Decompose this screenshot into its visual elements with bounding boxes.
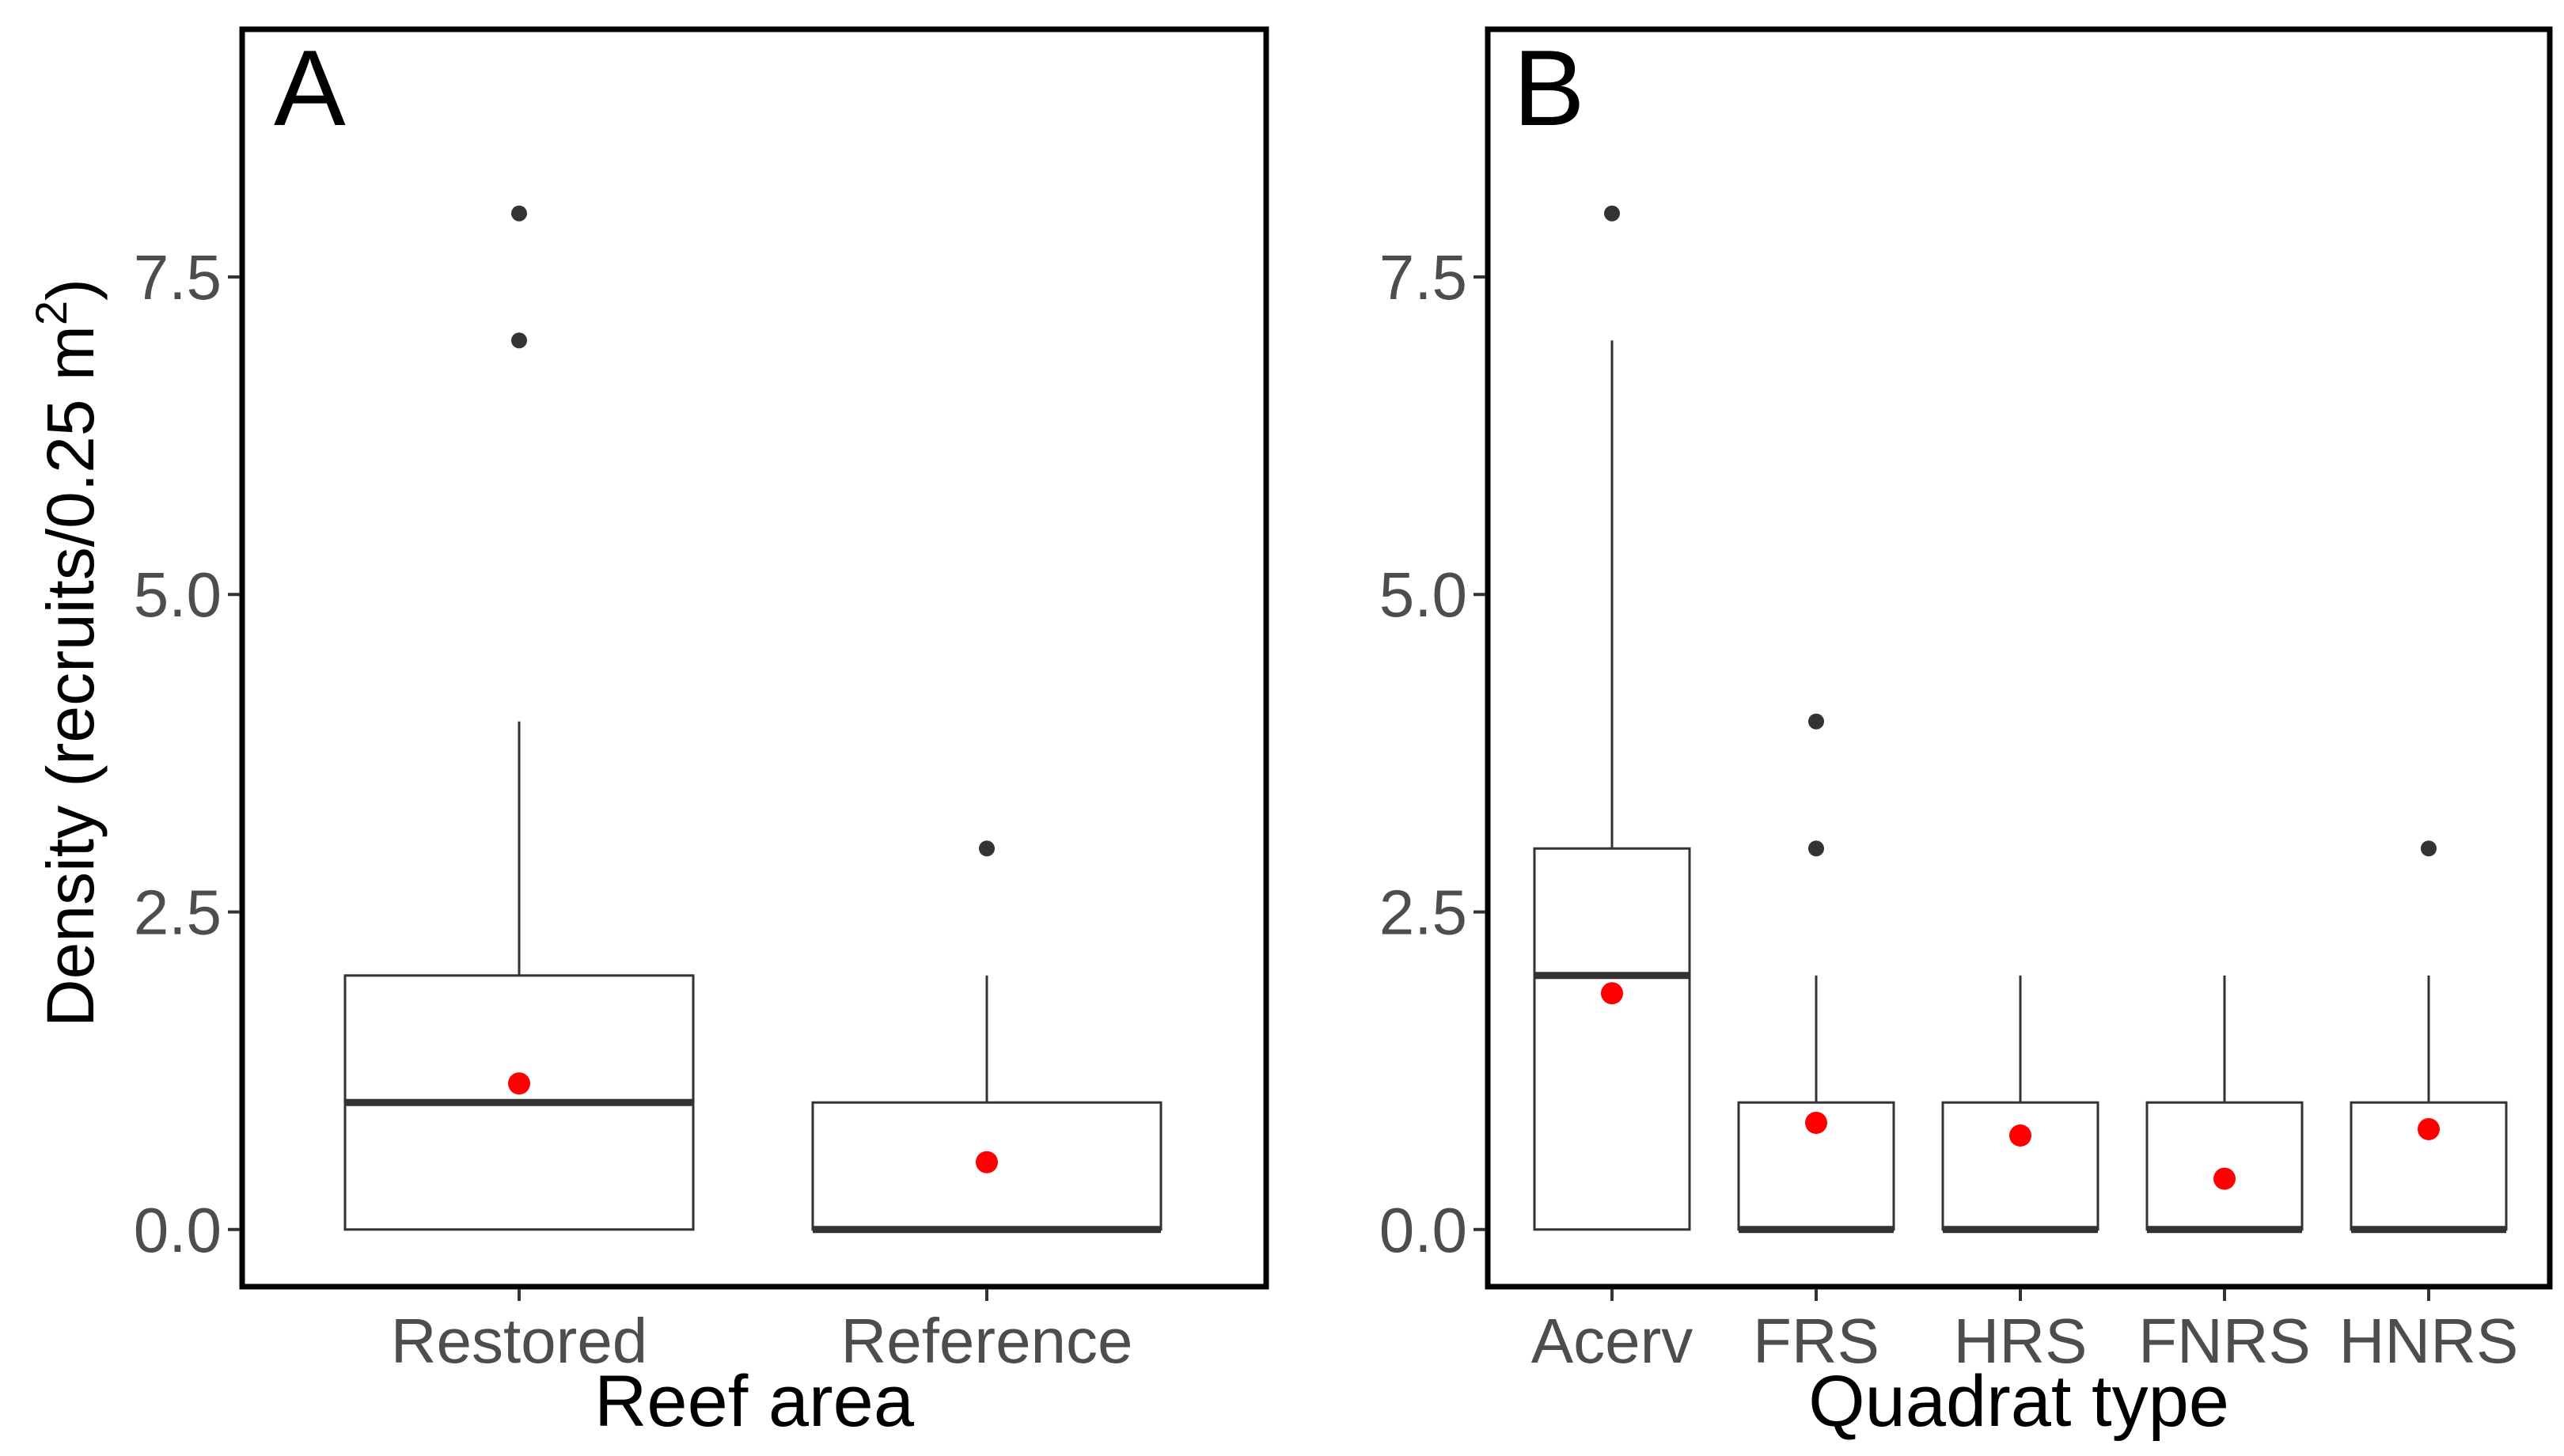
mean-point xyxy=(508,1072,530,1095)
y-tick-label: 7.5 xyxy=(1379,242,1467,313)
box-body xyxy=(1533,847,1691,1231)
box-reference xyxy=(811,840,1163,1234)
panel-a-label: A xyxy=(274,28,346,148)
panel-b-x-ticks: Acerv FRS HRS FNRS HNRS xyxy=(1531,1289,2519,1376)
y-tick-label: 0.0 xyxy=(1379,1195,1467,1265)
panel-a-x-axis-title: Reef area xyxy=(594,1361,915,1442)
panel-b-x-axis-title: Quadrat type xyxy=(1808,1361,2229,1442)
mean-point xyxy=(2418,1117,2440,1140)
y-axis-title-close: ) xyxy=(33,279,108,301)
outlier-point xyxy=(1604,205,1620,222)
mean-point xyxy=(1601,982,1623,1005)
panel-b-marks xyxy=(1533,205,2508,1234)
x-tick-label: HRS xyxy=(1954,1306,2088,1376)
box-acerv xyxy=(1533,205,1691,1231)
x-tick-label: Restored xyxy=(391,1306,648,1376)
panel-a-marks xyxy=(343,205,1163,1234)
panel-b-frame xyxy=(1485,26,2553,1290)
panel-a-x-ticks: Restored Reference xyxy=(391,1289,1133,1376)
outlier-point xyxy=(1808,840,1824,857)
outlier-point xyxy=(979,840,995,857)
box-fnrs xyxy=(2145,975,2304,1234)
box-body xyxy=(1941,1101,2099,1231)
y-tick-label: 2.5 xyxy=(1379,878,1467,948)
panel-b-y-ticks: 0.0 2.5 5.0 7.5 xyxy=(1379,242,1485,1265)
x-tick-label: FRS xyxy=(1753,1306,1879,1376)
mean-point xyxy=(2213,1167,2236,1190)
box-hrs xyxy=(1941,975,2099,1234)
y-tick-label: 5.0 xyxy=(1379,559,1467,630)
y-tick-label: 7.5 xyxy=(134,242,222,313)
y-tick-label: 0.0 xyxy=(134,1195,222,1265)
y-tick-label: 5.0 xyxy=(134,559,222,630)
box-frs xyxy=(1737,713,1895,1234)
box-body xyxy=(2145,1101,2304,1231)
x-tick-label: FNRS xyxy=(2138,1306,2311,1376)
x-tick-label: HNRS xyxy=(2339,1306,2519,1376)
mean-point xyxy=(2009,1124,2031,1147)
mean-point xyxy=(1805,1111,1827,1134)
y-tick-label: 2.5 xyxy=(134,878,222,948)
x-tick-label: Reference xyxy=(840,1306,1132,1376)
panel-a-frame xyxy=(239,26,1269,1290)
x-tick-label: Acerv xyxy=(1531,1306,1694,1376)
outlier-point xyxy=(511,332,527,349)
panel-a-y-ticks: 0.0 2.5 5.0 7.5 xyxy=(134,242,240,1265)
y-axis-title-main: Density (recruits/0.25 m xyxy=(33,325,108,1027)
box-restored xyxy=(343,205,695,1231)
panel-a: A 0.0 2.5 5.0 7.5 Restored Reference Reef ar… xyxy=(134,26,1269,1442)
panel-b-label: B xyxy=(1513,28,1585,148)
outlier-point xyxy=(511,205,527,222)
box-hnrs xyxy=(2350,840,2508,1234)
mean-point xyxy=(976,1151,998,1174)
y-axis-title: Density (recruits/0.25 m2) xyxy=(26,279,108,1027)
outlier-point xyxy=(2421,840,2437,857)
outlier-point xyxy=(1808,713,1824,730)
y-axis-title-superscript: 2 xyxy=(26,301,76,325)
panel-b: B 0.0 2.5 5.0 7.5 Acerv FRS HRS FNRS HNRS Quadr… xyxy=(1379,26,2553,1442)
